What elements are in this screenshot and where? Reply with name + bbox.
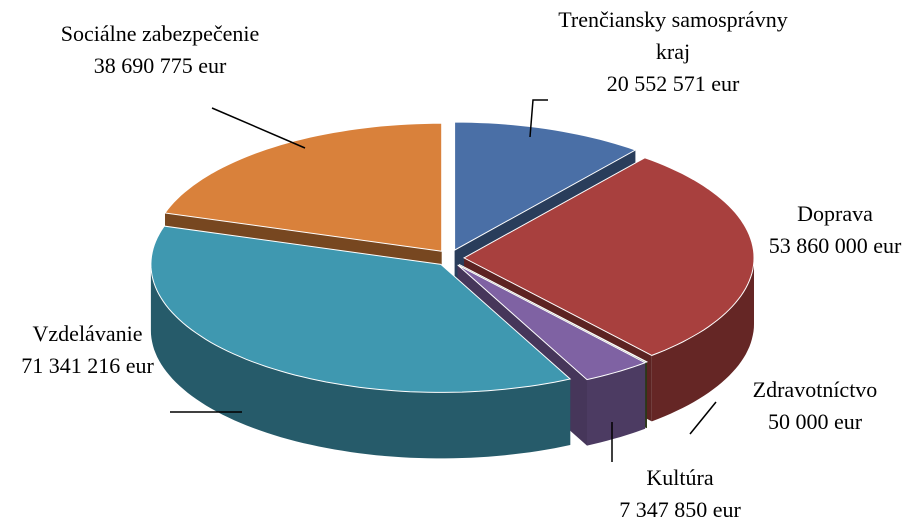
data-label: Kultúra 7 347 850 eur [590,462,770,526]
value-label: 50 000 eur [725,406,905,438]
data-label: Trenčiansky samosprávny kraj 20 552 571 … [558,4,788,100]
data-label: Vzdelávanie 71 341 216 eur [0,318,175,382]
value-label: 53 860 000 eur [745,230,916,262]
data-label: Zdravotníctvo 50 000 eur [725,374,905,438]
category-label: Zdravotníctvo [725,374,905,406]
category-label: Sociálne zabezpečenie [60,18,260,50]
data-label: Doprava 53 860 000 eur [745,198,916,262]
category-label: Doprava [745,198,916,230]
data-label: Sociálne zabezpečenie 38 690 775 eur [60,18,260,82]
category-label: Vzdelávanie [0,318,175,350]
leader-line [212,108,305,148]
value-label: 7 347 850 eur [590,494,770,526]
value-label: 20 552 571 eur [558,68,788,100]
category-label: Kultúra [590,462,770,494]
category-label: Trenčiansky samosprávny kraj [558,4,788,68]
value-label: 71 341 216 eur [0,350,175,382]
value-label: 38 690 775 eur [60,50,260,82]
leader-line [690,402,716,434]
